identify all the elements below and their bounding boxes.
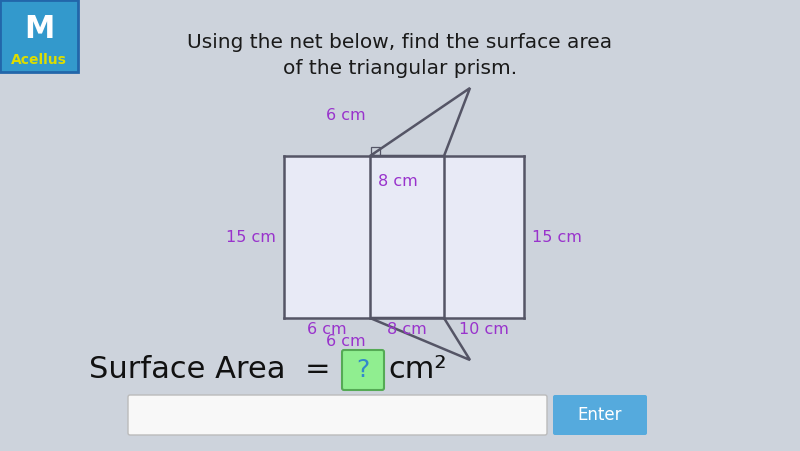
FancyBboxPatch shape (128, 395, 547, 435)
Text: 10 cm: 10 cm (459, 322, 509, 337)
Text: 6 cm: 6 cm (307, 322, 347, 337)
Text: 8 cm: 8 cm (387, 322, 427, 337)
Text: Acellus: Acellus (11, 53, 67, 67)
Bar (371, 147, 380, 156)
Text: 15 cm: 15 cm (532, 230, 582, 244)
FancyBboxPatch shape (342, 350, 384, 390)
Text: Μ: Μ (24, 15, 54, 45)
FancyBboxPatch shape (553, 395, 647, 435)
Text: ?: ? (356, 358, 370, 382)
Text: 6 cm: 6 cm (326, 335, 366, 350)
Text: Using the net below, find the surface area: Using the net below, find the surface ar… (187, 32, 613, 51)
Text: of the triangular prism.: of the triangular prism. (283, 59, 517, 78)
Text: 6 cm: 6 cm (326, 107, 366, 123)
Text: 15 cm: 15 cm (226, 230, 276, 244)
Text: Enter: Enter (578, 406, 622, 424)
Text: Surface Area  =: Surface Area = (89, 355, 340, 385)
Bar (284, 156, 524, 318)
FancyBboxPatch shape (0, 0, 78, 72)
Text: 8 cm: 8 cm (378, 174, 418, 189)
Text: cm²: cm² (388, 355, 446, 385)
